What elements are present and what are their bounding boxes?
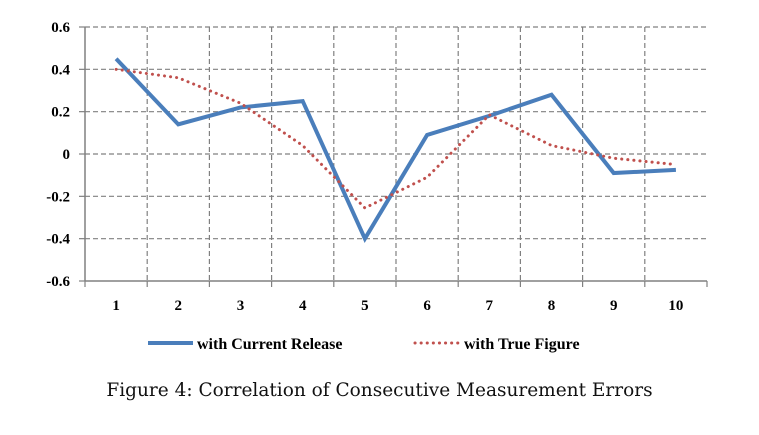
x-tick-label: 4: [299, 298, 307, 314]
x-tick-label: 6: [423, 298, 431, 314]
x-tick-label: 1: [112, 298, 120, 314]
legend-label-0: with Current Release: [197, 336, 342, 353]
series-line-1: [114, 67, 678, 210]
x-tick-label: 10: [668, 298, 683, 314]
y-tick-label: 0.4: [51, 62, 70, 78]
y-tick-label: 0: [63, 147, 71, 163]
y-tick-label: -0.6: [46, 274, 70, 290]
y-tick-label: -0.4: [46, 232, 70, 248]
x-tick-label: 7: [486, 298, 494, 314]
x-tick-label: 9: [610, 298, 618, 314]
series-line-0: [114, 57, 677, 243]
figure-caption: Figure 4: Correlation of Consecutive Mea…: [106, 380, 653, 401]
line-chart: -0.6 -0.4 -0.2 0 0.2 0.4 0.6 1 2 3 4 5 6 7 8 9 10 with C…: [46, 20, 708, 353]
x-tick-label: 5: [361, 298, 369, 314]
legend-label-1: with True Figure: [464, 336, 580, 353]
y-tick-label: 0.6: [51, 20, 70, 36]
x-tick-label: 3: [237, 298, 245, 314]
y-tick-label: 0.2: [51, 105, 70, 121]
x-tick-label: 8: [548, 298, 556, 314]
y-tick-label: -0.2: [46, 189, 70, 205]
x-tick-label: 2: [175, 298, 183, 314]
